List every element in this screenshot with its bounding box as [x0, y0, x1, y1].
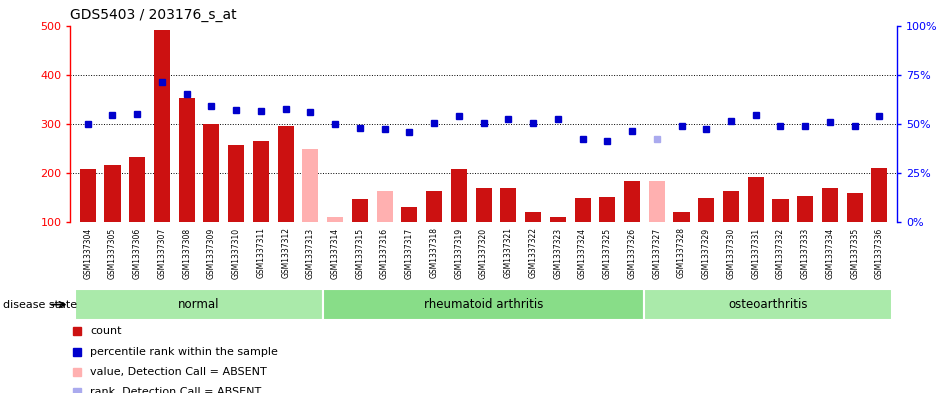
Bar	[75, 289, 323, 320]
Bar	[575, 198, 591, 222]
Bar	[327, 217, 343, 222]
Bar	[401, 207, 418, 222]
Bar	[377, 191, 393, 222]
Bar	[649, 181, 665, 222]
Bar	[747, 177, 763, 222]
Bar	[699, 198, 715, 222]
Text: count: count	[90, 326, 121, 336]
Bar	[549, 217, 566, 222]
Text: rheumatoid arthritis: rheumatoid arthritis	[423, 298, 544, 311]
Bar	[673, 212, 689, 222]
Bar	[104, 165, 120, 222]
Text: GSM1337324: GSM1337324	[578, 228, 587, 279]
Text: GSM1337314: GSM1337314	[331, 228, 340, 279]
Text: GSM1337321: GSM1337321	[504, 228, 513, 278]
Text: GSM1337326: GSM1337326	[627, 228, 637, 279]
Bar	[154, 30, 170, 222]
Text: value, Detection Call = ABSENT: value, Detection Call = ABSENT	[90, 367, 267, 377]
Bar	[253, 141, 269, 222]
Text: GSM1337332: GSM1337332	[776, 228, 785, 279]
Text: percentile rank within the sample: percentile rank within the sample	[90, 347, 278, 356]
Bar	[797, 196, 813, 222]
Text: GSM1337334: GSM1337334	[825, 228, 835, 279]
Text: GSM1337325: GSM1337325	[603, 228, 612, 279]
Bar	[302, 149, 318, 222]
Text: GSM1337330: GSM1337330	[727, 228, 735, 279]
Text: normal: normal	[178, 298, 220, 311]
Text: GSM1337333: GSM1337333	[801, 228, 809, 279]
Text: GSM1337311: GSM1337311	[256, 228, 266, 278]
Bar	[475, 187, 492, 222]
Text: GSM1337322: GSM1337322	[529, 228, 537, 278]
Text: GSM1337304: GSM1337304	[84, 228, 92, 279]
Bar	[624, 181, 640, 222]
Text: GSM1337336: GSM1337336	[875, 228, 884, 279]
Text: GDS5403 / 203176_s_at: GDS5403 / 203176_s_at	[70, 8, 237, 22]
Text: GSM1337319: GSM1337319	[454, 228, 463, 279]
Bar	[723, 191, 739, 222]
Text: GSM1337307: GSM1337307	[158, 228, 166, 279]
Bar	[525, 212, 541, 222]
Text: disease state: disease state	[3, 299, 77, 310]
Text: GSM1337309: GSM1337309	[207, 228, 216, 279]
Text: GSM1337315: GSM1337315	[355, 228, 364, 279]
Bar	[644, 289, 892, 320]
Text: GSM1337329: GSM1337329	[701, 228, 711, 279]
Bar	[822, 187, 838, 222]
Text: GSM1337335: GSM1337335	[850, 228, 859, 279]
Text: GSM1337305: GSM1337305	[108, 228, 117, 279]
Text: GSM1337310: GSM1337310	[232, 228, 240, 279]
Bar	[426, 191, 442, 222]
Text: GSM1337331: GSM1337331	[751, 228, 761, 279]
Text: GSM1337316: GSM1337316	[380, 228, 389, 279]
Bar	[130, 157, 146, 222]
Bar	[773, 199, 789, 222]
Bar	[228, 145, 244, 222]
Text: GSM1337312: GSM1337312	[281, 228, 290, 278]
Bar	[323, 289, 644, 320]
Text: GSM1337317: GSM1337317	[405, 228, 414, 279]
Bar	[500, 187, 516, 222]
Text: GSM1337323: GSM1337323	[553, 228, 562, 279]
Text: GSM1337328: GSM1337328	[677, 228, 686, 278]
Text: GSM1337318: GSM1337318	[430, 228, 439, 278]
Text: GSM1337320: GSM1337320	[479, 228, 488, 279]
Bar	[352, 199, 368, 222]
Text: rank, Detection Call = ABSENT: rank, Detection Call = ABSENT	[90, 387, 261, 393]
Text: GSM1337327: GSM1337327	[653, 228, 661, 279]
Bar	[451, 169, 467, 222]
Text: GSM1337308: GSM1337308	[182, 228, 192, 279]
Bar	[178, 98, 194, 222]
Bar	[871, 168, 887, 222]
Text: GSM1337313: GSM1337313	[306, 228, 315, 279]
Text: osteoarthritis: osteoarthritis	[729, 298, 808, 311]
Bar	[80, 169, 96, 222]
Text: GSM1337306: GSM1337306	[132, 228, 142, 279]
Bar	[847, 193, 863, 222]
Bar	[599, 197, 615, 222]
Bar	[204, 124, 220, 222]
Bar	[278, 126, 294, 222]
